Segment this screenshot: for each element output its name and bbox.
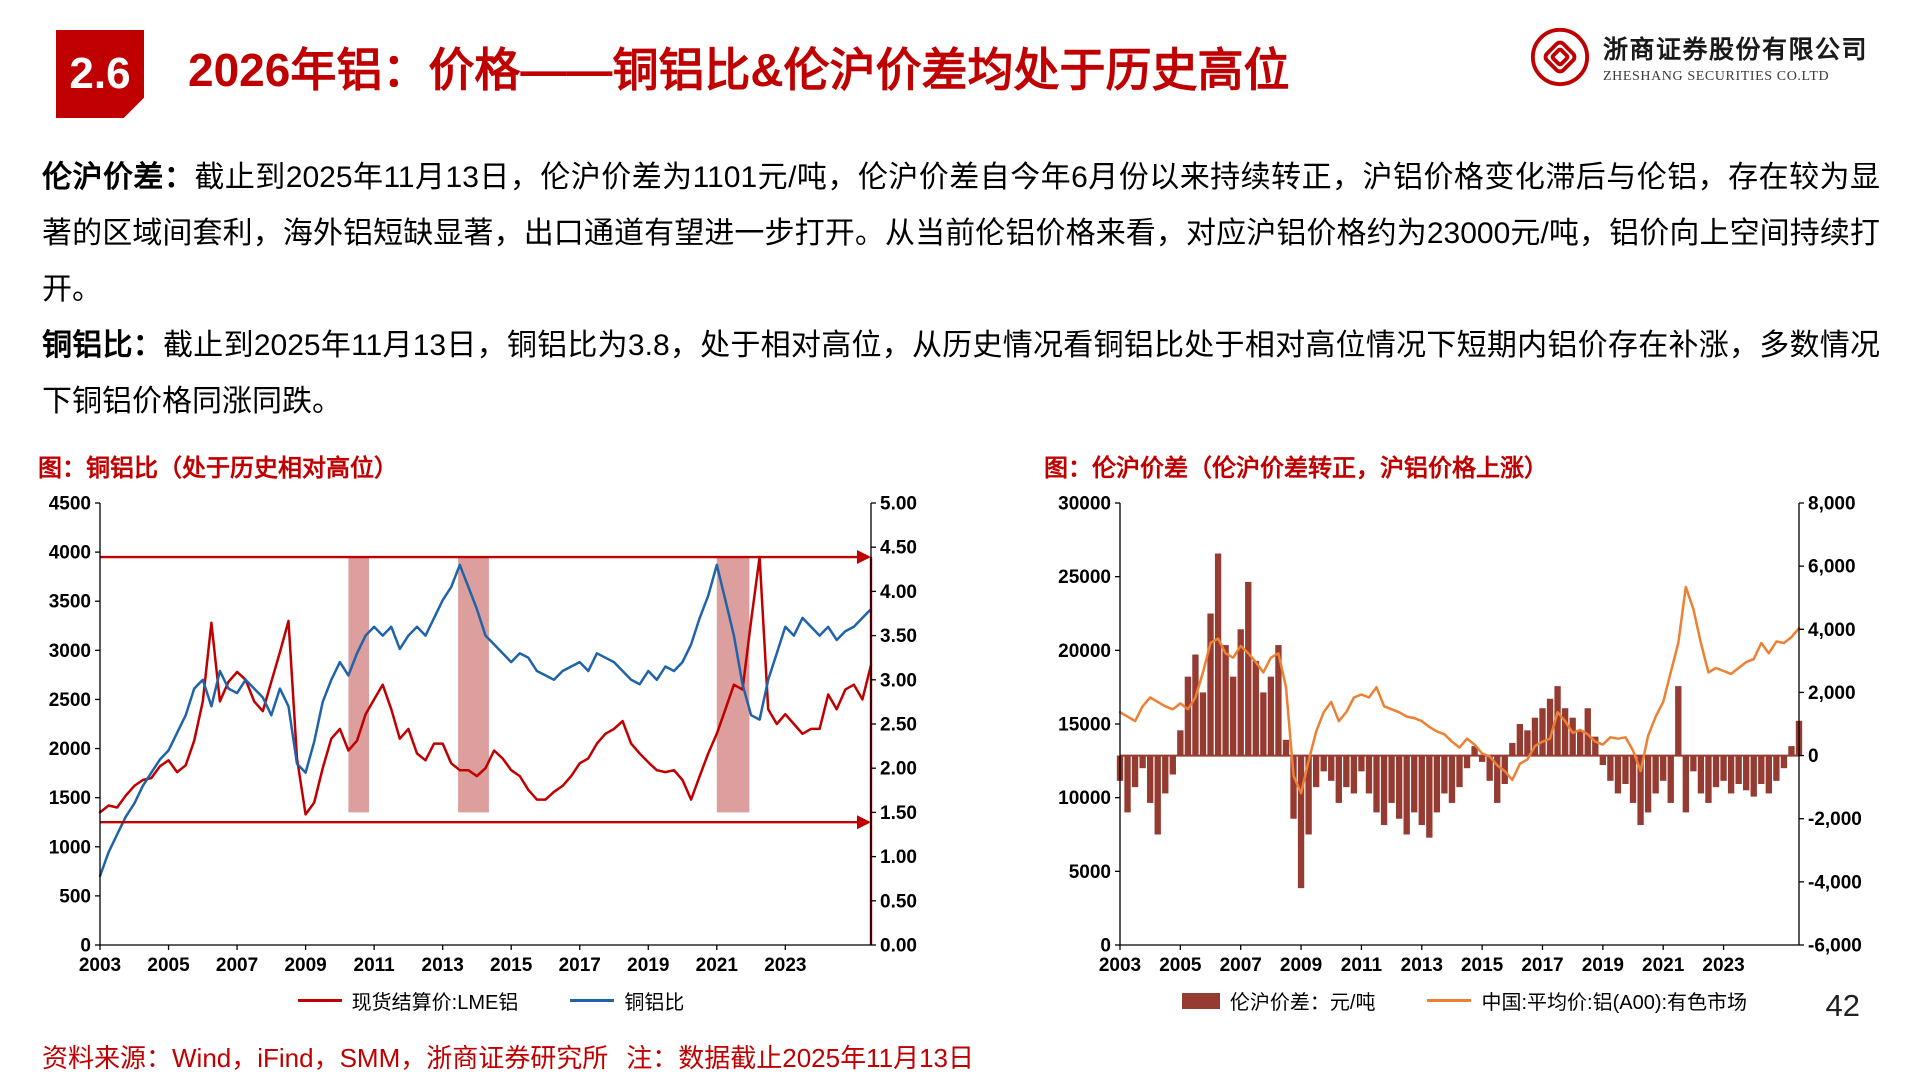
- svg-text:4.00: 4.00: [880, 582, 917, 603]
- svg-text:2011: 2011: [354, 955, 396, 976]
- svg-text:2015: 2015: [1461, 955, 1504, 976]
- legend-label: 现货结算价:LME铝: [351, 992, 519, 1014]
- company-name-block: 浙商证券股份有限公司 ZHESHANG SECURITIES CO.LTD: [1603, 30, 1868, 85]
- chart-title: 图：伦沪价差（伦沪价差转正，沪铝价格上涨）: [1044, 455, 1548, 482]
- svg-text:2017: 2017: [1521, 955, 1563, 976]
- svg-text:4.50: 4.50: [880, 538, 917, 559]
- svg-text:2011: 2011: [1341, 955, 1383, 976]
- svg-text:4500: 4500: [49, 494, 91, 515]
- svg-text:500: 500: [59, 886, 91, 907]
- cutoff-note: 注：数据截止2025年11月13日: [626, 1043, 975, 1073]
- company-name-en: ZHESHANG SECURITIES CO.LTD: [1602, 68, 1830, 84]
- svg-text:2015: 2015: [490, 955, 533, 976]
- legend-label: 铜铝比: [624, 992, 685, 1014]
- paragraph-lead: 铜铝比：: [42, 329, 164, 362]
- svg-text:0: 0: [80, 936, 91, 957]
- svg-text:5.00: 5.00: [880, 494, 917, 515]
- svg-text:2007: 2007: [1220, 955, 1262, 976]
- legend-line-swatch: [1427, 999, 1472, 1002]
- chart-legend: 伦沪价差：元/吨 中国:平均价:铝(A00):有色市场: [1042, 986, 1887, 1015]
- svg-text:2021: 2021: [1642, 955, 1685, 976]
- svg-text:15000: 15000: [1058, 715, 1111, 736]
- svg-text:2.50: 2.50: [880, 715, 917, 736]
- legend-label: 中国:平均价:铝(A00):有色市场: [1481, 992, 1748, 1014]
- svg-text:2003: 2003: [79, 955, 121, 976]
- svg-text:1000: 1000: [49, 837, 91, 858]
- svg-text:0: 0: [1808, 746, 1819, 767]
- paragraph-body: 截止到2025年11月13日，铜铝比为3.8，处于相对高位，从历史情况看铜铝比处…: [42, 329, 1881, 418]
- page-number: 42: [1825, 988, 1860, 1023]
- svg-text:2500: 2500: [49, 690, 91, 711]
- svg-text:0: 0: [1100, 936, 1111, 957]
- svg-text:30000: 30000: [1058, 494, 1111, 515]
- svg-text:4000: 4000: [49, 543, 91, 564]
- svg-text:10000: 10000: [1058, 788, 1111, 809]
- svg-text:2019: 2019: [627, 955, 669, 976]
- svg-text:2009: 2009: [1280, 955, 1322, 976]
- svg-text:3000: 3000: [49, 641, 91, 662]
- chart-title: 图：铜铝比（处于历史相对高位）: [38, 455, 398, 482]
- paragraph-copper-aluminum-ratio: 铜铝比：截止到2025年11月13日，铜铝比为3.8，处于相对高位，从历史情况看…: [42, 318, 1880, 430]
- legend-item: 铜铝比: [570, 986, 684, 1015]
- summary-text-block: 伦沪价差：截止到2025年11月13日，伦沪价差为1101元/吨，伦沪价差自今年…: [42, 150, 1880, 430]
- data-source: 资料来源：Wind，iFind，SMM，浙商证券研究所: [42, 1043, 609, 1073]
- legend-item: 现货结算价:LME铝: [297, 986, 519, 1015]
- legend-label: 伦沪价差：元/吨: [1229, 992, 1376, 1014]
- svg-text:2007: 2007: [216, 955, 258, 976]
- legend-item: 伦沪价差：元/吨: [1181, 986, 1376, 1015]
- svg-text:2013: 2013: [1401, 955, 1443, 976]
- svg-text:2019: 2019: [1582, 955, 1624, 976]
- svg-text:2005: 2005: [1159, 955, 1202, 976]
- legend-line-swatch: [297, 999, 342, 1002]
- svg-text:2,000: 2,000: [1808, 683, 1856, 704]
- paragraph-lun-hu-spread: 伦沪价差：截止到2025年11月13日，伦沪价差为1101元/吨，伦沪价差自今年…: [42, 150, 1880, 318]
- legend-bar-swatch: [1181, 992, 1220, 1009]
- svg-text:2023: 2023: [764, 955, 806, 976]
- legend-item: 中国:平均价:铝(A00):有色市场: [1427, 986, 1747, 1015]
- svg-text:2017: 2017: [559, 955, 601, 976]
- spread-chart-canvas: 0 5000 10000 15000 20000 25000 30000 -6,000 -4,0…: [1058, 494, 1862, 977]
- svg-text:-2,000: -2,000: [1808, 809, 1862, 830]
- svg-text:3.50: 3.50: [880, 626, 917, 647]
- source-note: 资料来源：Wind，iFind，SMM，浙商证券研究所 注：数据截止2025年11…: [42, 1038, 974, 1075]
- svg-text:-4,000: -4,000: [1808, 872, 1862, 893]
- svg-text:2009: 2009: [284, 955, 326, 976]
- svg-text:3.00: 3.00: [880, 670, 917, 691]
- svg-text:3500: 3500: [49, 592, 91, 613]
- svg-text:2.00: 2.00: [880, 759, 917, 780]
- svg-text:25000: 25000: [1058, 567, 1111, 588]
- svg-text:20000: 20000: [1058, 641, 1111, 662]
- svg-text:-6,000: -6,000: [1808, 936, 1862, 957]
- ratio-chart-canvas: 0 500 1000 1500 2000 2500 3000 3500 4000 4500 0.00…: [49, 494, 917, 977]
- svg-text:5000: 5000: [1069, 862, 1111, 883]
- paragraph-body: 截止到2025年11月13日，伦沪价差为1101元/吨，伦沪价差自今年6月份以来…: [42, 161, 1881, 306]
- svg-text:0.00: 0.00: [880, 936, 917, 957]
- svg-text:2021: 2021: [696, 955, 739, 976]
- company-logo-icon: [1530, 27, 1590, 87]
- svg-text:1500: 1500: [49, 788, 91, 809]
- legend-line-swatch: [570, 999, 615, 1002]
- svg-text:4,000: 4,000: [1808, 620, 1856, 641]
- company-name-cn: 浙商证券股份有限公司: [1602, 35, 1868, 64]
- section-number-badge: 2.6: [56, 30, 144, 118]
- svg-text:2013: 2013: [422, 955, 464, 976]
- chart-legend: 现货结算价:LME铝 铜铝比: [36, 986, 946, 1015]
- paragraph-lead: 伦沪价差：: [42, 161, 195, 194]
- company-logo: 浙商证券股份有限公司 ZHESHANG SECURITIES CO.LTD: [1529, 26, 1868, 88]
- svg-text:0.50: 0.50: [880, 891, 917, 912]
- svg-text:8,000: 8,000: [1808, 494, 1856, 515]
- svg-text:2000: 2000: [49, 739, 91, 760]
- chart-copper-aluminum-ratio: 图：铜铝比（处于历史相对高位） 0 500 1000 1500 2000 2500 3000…: [36, 448, 946, 1015]
- chart-lun-hu-price-spread: 图：伦沪价差（伦沪价差转正，沪铝价格上涨） 0 5000 10000 15000 200…: [1042, 448, 1887, 1015]
- page-title: 2026年铝：价格——铜铝比&伦沪价差均处于历史高位: [188, 44, 1290, 96]
- svg-text:6,000: 6,000: [1808, 557, 1856, 578]
- svg-text:2005: 2005: [147, 955, 190, 976]
- svg-text:2023: 2023: [1702, 955, 1744, 976]
- svg-text:1.50: 1.50: [880, 803, 917, 824]
- svg-text:2003: 2003: [1099, 955, 1141, 976]
- svg-text:1.00: 1.00: [880, 847, 917, 868]
